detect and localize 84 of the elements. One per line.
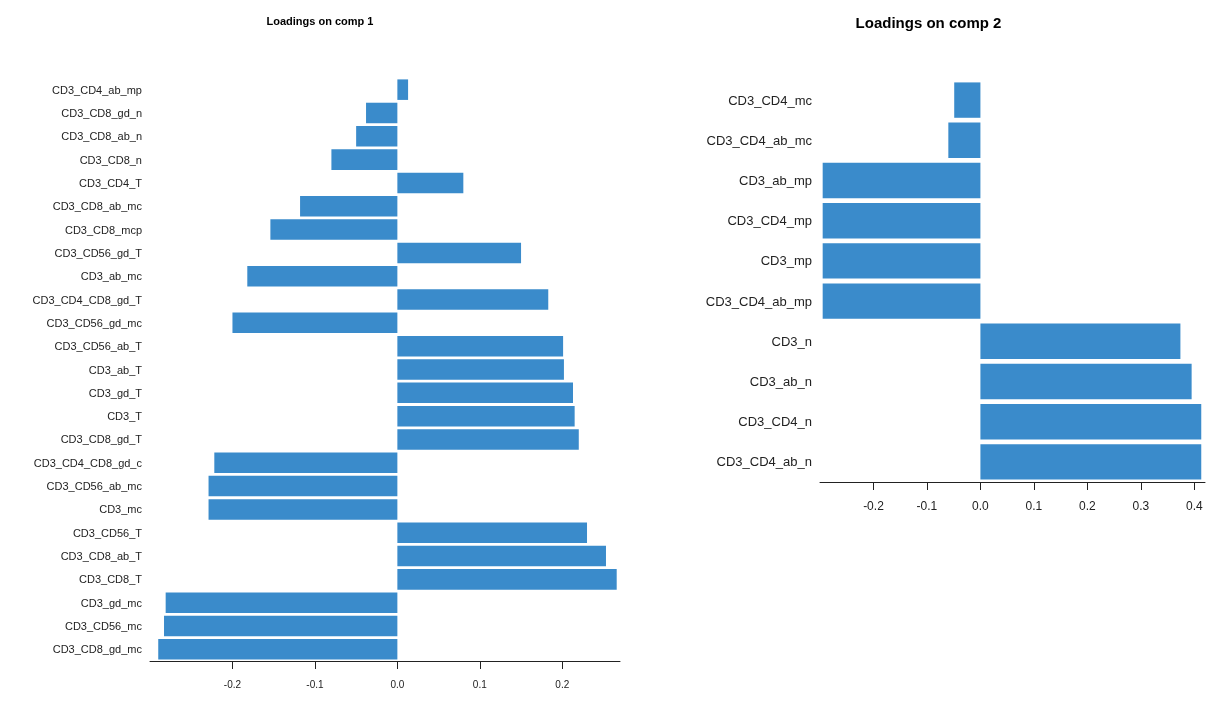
bar [300, 196, 398, 217]
x-tick-label: -0.1 [306, 678, 324, 690]
bar [822, 162, 981, 199]
y-tick-label: CD3_n [771, 333, 812, 349]
bar [980, 444, 1202, 480]
bar [356, 126, 398, 147]
bar [822, 243, 981, 279]
bar [397, 382, 573, 404]
y-tick-label: CD3_ab_mp [739, 173, 812, 188]
bar [822, 283, 981, 319]
y-tick-label: CD3_CD8_gd_n [61, 106, 142, 119]
bar [270, 219, 398, 240]
x-tick-label: 0.2 [1079, 499, 1097, 513]
bar [954, 82, 981, 118]
y-tick-label: CD3_CD4_mp [727, 213, 812, 229]
y-tick-label: CD3_ab_mc [80, 270, 143, 283]
x-tick-label: 0.1 [472, 678, 488, 690]
y-tick-label: CD3_CD8_ab_T [60, 550, 143, 563]
x-tick-label: -0.1 [916, 499, 938, 513]
bar [397, 522, 588, 543]
y-tick-label: CD3_CD4_T [79, 176, 143, 189]
bar [980, 404, 1202, 440]
bar [158, 639, 398, 660]
y-tick-label: CD3_CD8_ab_n [61, 130, 142, 143]
bar [397, 335, 564, 357]
y-tick-label: CD3_CD56_gd_T [54, 246, 143, 259]
x-tick-label: 0.0 [390, 678, 405, 690]
x-tick-label: 0.0 [972, 499, 990, 513]
bar [397, 429, 579, 450]
y-tick-label: CD3_CD56_ab_mc [46, 480, 143, 493]
bar [397, 172, 464, 194]
y-tick-label: CD3_gd_mc [80, 596, 143, 609]
bar [366, 102, 398, 124]
bar [397, 359, 564, 380]
bar [208, 475, 398, 497]
bar [397, 569, 617, 590]
bar [232, 312, 398, 334]
bar [397, 545, 606, 567]
bar [397, 405, 575, 427]
x-tick-label: -0.2 [223, 678, 242, 690]
y-tick-label: CD3_CD8_ab_mc [52, 200, 143, 213]
y-tick-label: CD3_gd_T [88, 386, 143, 399]
y-tick-label: CD3_CD8_gd_T [60, 433, 143, 446]
y-tick-label: CD3_ab_T [88, 363, 143, 376]
x-tick-label: -0.2 [863, 499, 885, 513]
y-tick-label: CD3_CD4_CD8_gd_T [32, 293, 143, 306]
y-tick-label: CD3_CD8_T [79, 573, 143, 586]
y-tick-label: CD3_CD8_mcp [64, 223, 142, 236]
y-tick-label: CD3_CD4_ab_mc [706, 132, 813, 148]
chart-title: Loadings on comp 2 [855, 14, 1002, 31]
bar [164, 615, 398, 637]
bar [397, 242, 522, 264]
x-tick-label: 0.2 [555, 678, 570, 690]
bar [331, 149, 398, 170]
y-tick-label: CD3_ab_n [749, 374, 812, 389]
y-tick-label: CD3_CD8_n [79, 153, 142, 166]
y-tick-label: CD3_CD56_T [72, 526, 143, 539]
y-tick-label: CD3_CD56_gd_mc [46, 316, 143, 329]
bar [214, 452, 398, 474]
y-tick-label: CD3_CD4_ab_mp [52, 83, 142, 96]
bar [822, 203, 981, 239]
bar [165, 592, 398, 613]
bar [208, 499, 398, 520]
y-tick-label: CD3_CD4_mc [728, 92, 813, 108]
y-tick-label: CD3_CD56_mc [64, 620, 143, 633]
y-tick-label: CD3_CD4_CD8_gd_c [33, 456, 143, 469]
y-tick-label: CD3_mc [99, 503, 143, 516]
y-tick-label: CD3_CD4_ab_n [716, 454, 812, 470]
bar [980, 363, 1192, 400]
y-tick-label: CD3_CD56_ab_T [54, 340, 143, 353]
x-tick-label: 0.3 [1132, 499, 1150, 513]
y-tick-label: CD3_mp [760, 253, 812, 269]
bar [247, 265, 398, 287]
y-tick-label: CD3_CD4_ab_mp [705, 293, 812, 309]
y-tick-label: CD3_T [107, 410, 143, 423]
y-tick-label: CD3_CD8_gd_mc [52, 643, 143, 656]
x-tick-label: 0.4 [1185, 499, 1203, 513]
chart-title: Loadings on comp 1 [266, 14, 374, 27]
y-tick-label: CD3_CD4_n [738, 414, 812, 430]
bar [397, 289, 549, 310]
bar [948, 122, 981, 158]
bar [397, 79, 409, 100]
bar [980, 323, 1181, 359]
x-tick-label: 0.1 [1025, 499, 1043, 513]
